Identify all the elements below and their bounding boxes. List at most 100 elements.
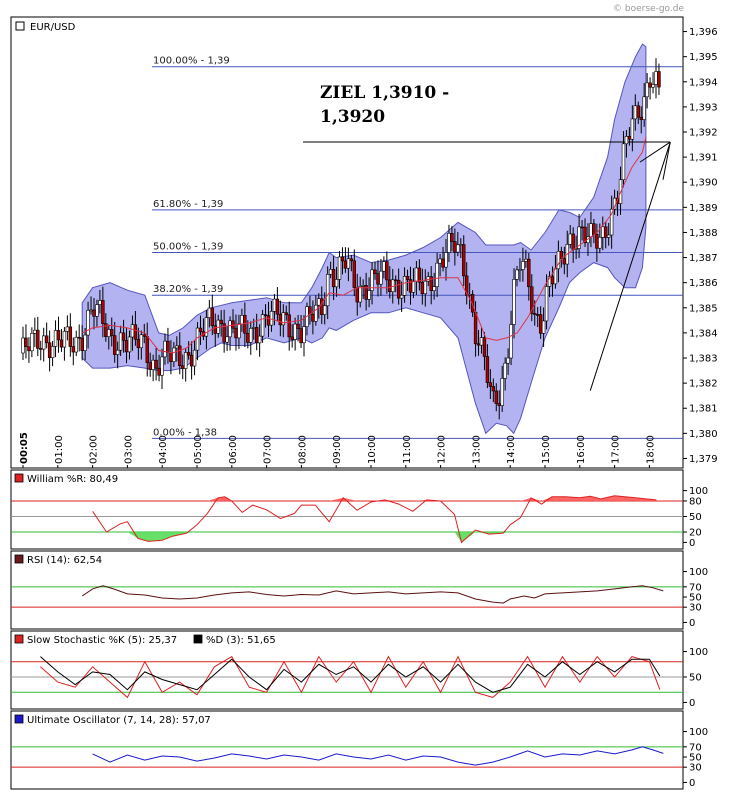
candle xyxy=(68,326,73,347)
candle xyxy=(349,258,354,262)
candle xyxy=(343,260,348,269)
candle xyxy=(346,258,351,269)
candle xyxy=(207,307,212,318)
candle xyxy=(441,258,445,268)
candle xyxy=(290,336,294,340)
stochastic-panel: 100 50 0 Slow Stochastic %K (5): 25,37 %D (3… xyxy=(10,630,708,710)
candle xyxy=(636,105,640,118)
candle xyxy=(80,337,84,351)
x-tick-label: 11:00 xyxy=(402,435,413,464)
candle xyxy=(630,118,635,140)
oversold-fill xyxy=(92,532,657,543)
candle xyxy=(172,347,176,362)
candle xyxy=(420,281,425,295)
candle xyxy=(145,336,149,363)
watermark: © boerse-go.de xyxy=(613,4,684,14)
candle xyxy=(139,334,144,349)
candle xyxy=(254,327,259,344)
candle xyxy=(325,274,330,307)
trend-arrow-head xyxy=(639,141,671,163)
candle xyxy=(491,386,496,392)
x-tick-label: 15:00 xyxy=(541,435,552,464)
candle xyxy=(107,329,111,337)
candle xyxy=(157,367,161,376)
y-tick-label: 1,382 xyxy=(689,379,718,390)
candle xyxy=(518,269,522,271)
y-tick-label: 1,385 xyxy=(689,303,718,314)
candle xyxy=(246,332,250,343)
candle xyxy=(314,304,318,322)
candle xyxy=(62,331,67,348)
candle xyxy=(515,269,519,280)
candle xyxy=(592,223,596,235)
candle xyxy=(323,305,327,315)
candle xyxy=(512,279,516,325)
y-tick-label: 1,396 xyxy=(689,27,718,38)
x-tick-label: 05:00 xyxy=(193,435,204,464)
candle xyxy=(169,352,173,362)
indicator-title: RSI (14): 62,54 xyxy=(27,555,102,566)
candle xyxy=(530,286,534,314)
trend-arrow-head xyxy=(662,141,671,180)
y-tick-label: 0 xyxy=(689,538,695,549)
candle xyxy=(222,323,226,343)
candle xyxy=(175,345,179,349)
candle xyxy=(651,84,655,88)
candle xyxy=(464,275,469,296)
candle xyxy=(621,143,626,181)
candle xyxy=(432,286,436,292)
candle xyxy=(74,336,78,353)
y-tick-label: 100 xyxy=(689,486,708,497)
y-tick-label: 1,386 xyxy=(689,278,718,289)
candle xyxy=(589,223,593,238)
candle xyxy=(186,352,191,356)
target-annotation-line2: 1,3920 xyxy=(320,107,385,127)
candle xyxy=(538,314,543,334)
candle xyxy=(101,300,105,324)
candle xyxy=(266,315,271,326)
candle xyxy=(334,279,339,288)
candle xyxy=(402,276,407,296)
y-tick-label: 1,388 xyxy=(689,228,718,239)
candle xyxy=(373,269,377,275)
candle xyxy=(396,279,401,299)
x-tick-label: 17:00 xyxy=(611,435,622,464)
indicator-line xyxy=(40,656,661,693)
y-tick-label: 30 xyxy=(689,603,702,614)
target-annotation-box xyxy=(316,79,502,134)
candle xyxy=(405,276,410,280)
candle xyxy=(299,328,303,344)
candle xyxy=(509,324,513,359)
candle xyxy=(260,314,265,337)
candle xyxy=(453,241,457,253)
candle xyxy=(320,298,324,315)
candle xyxy=(166,340,170,353)
candle xyxy=(77,336,81,339)
candle xyxy=(237,323,241,339)
candle xyxy=(130,324,135,338)
candle xyxy=(71,346,75,353)
candle xyxy=(657,71,661,88)
y-tick-label: 20 xyxy=(689,528,702,539)
candle xyxy=(535,314,540,316)
candle xyxy=(210,307,215,327)
candle xyxy=(269,311,274,326)
y-tick-label: 100 xyxy=(689,567,708,578)
candle xyxy=(225,336,229,343)
candle xyxy=(595,234,599,249)
x-tick-label: 08:00 xyxy=(297,435,308,464)
candle xyxy=(56,330,61,341)
y-tick-label: 70 xyxy=(689,742,702,753)
candle xyxy=(331,269,336,288)
x-tick-label: 09:00 xyxy=(332,435,343,464)
candle xyxy=(604,226,608,238)
candle xyxy=(278,313,283,326)
candle xyxy=(89,309,93,312)
candle xyxy=(648,82,652,88)
candle xyxy=(358,285,362,303)
candle xyxy=(606,234,611,238)
candle xyxy=(411,280,416,293)
candle xyxy=(296,323,300,329)
